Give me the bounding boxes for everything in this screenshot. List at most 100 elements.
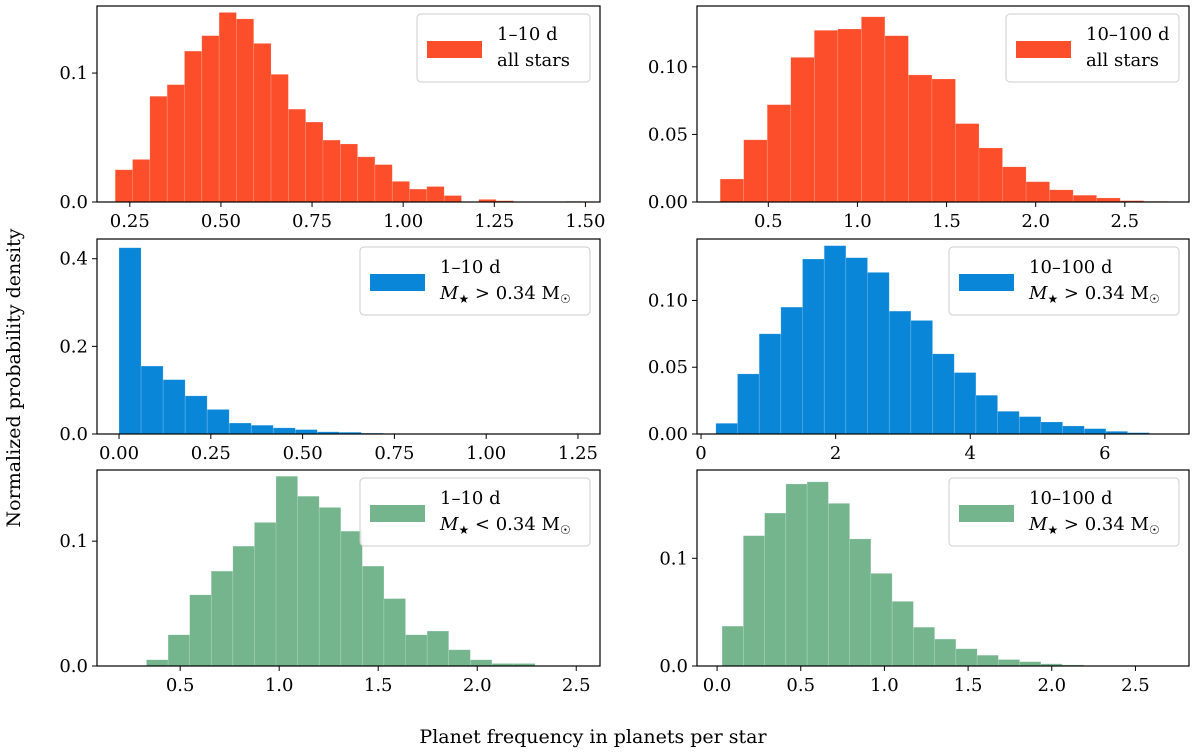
- histogram-bar: [294, 429, 318, 435]
- histogram-bar: [932, 353, 955, 435]
- x-tick-label: 2: [830, 443, 841, 464]
- histogram-bar: [253, 43, 272, 203]
- histogram-bar: [339, 143, 358, 203]
- y-tick-label: 0.1: [659, 548, 688, 569]
- histogram-bar: [297, 495, 320, 667]
- legend-label-sample: M★ > 0.34 M☉: [1028, 514, 1160, 537]
- histogram-bar: [232, 545, 255, 667]
- legend: 1–10 d M★ > 0.34 M☉: [359, 246, 591, 316]
- x-tick-label: 0.25: [110, 211, 150, 232]
- y-tick-label: 0.00: [648, 192, 688, 213]
- legend-swatch: [370, 274, 425, 291]
- y-tick-label: 0.0: [59, 656, 88, 677]
- histogram-bar: [189, 594, 212, 667]
- histogram-bar: [469, 659, 493, 667]
- histogram-bar: [443, 195, 462, 203]
- legend-label-sample: all stars: [1086, 50, 1159, 71]
- histogram-bar: [305, 121, 324, 203]
- legend-swatch: [370, 505, 425, 522]
- legend-label-period: 1–10 d: [497, 24, 558, 45]
- histogram-bar: [210, 570, 234, 667]
- legend-label-period: 1–10 d: [440, 488, 501, 509]
- histogram-bar: [118, 247, 142, 435]
- histogram-bar: [340, 530, 363, 667]
- legend-box: [948, 477, 1180, 547]
- histogram-bar: [1002, 166, 1027, 203]
- legend-swatch: [427, 41, 482, 58]
- histogram-bar: [721, 625, 744, 667]
- histogram-bar: [953, 372, 977, 435]
- histogram-bar: [166, 84, 185, 203]
- subplot-6: 0.0 0.5 1.0 1.5 2.0 2.5 0.0 0.1 10–100 d M★ > 0.3…: [659, 469, 1190, 696]
- subplot-3: 0.00 0.25 0.50 0.75 1.00 1.25 0.0 0.2 0.4 1–10 d M…: [59, 238, 601, 464]
- histogram-bar: [867, 272, 890, 435]
- histogram-bar: [270, 74, 289, 203]
- y-tick-label: 0.0: [59, 424, 88, 445]
- axes-frame: [696, 5, 1190, 203]
- histogram-bar: [802, 258, 825, 435]
- histogram-bar: [719, 178, 745, 203]
- legend-label-period: 10–100 d: [1029, 488, 1113, 509]
- histogram-bar: [997, 410, 1020, 435]
- histogram-bar: [891, 601, 914, 667]
- histogram-bar: [976, 654, 999, 667]
- histogram-bar: [140, 365, 164, 435]
- histogram-bar: [806, 481, 829, 667]
- histogram-bar: [1025, 181, 1050, 203]
- histogram-bar: [318, 507, 342, 667]
- histogram-bar: [849, 538, 872, 667]
- x-tick-label: 1.0: [843, 211, 872, 232]
- x-tick-label: 2.0: [1021, 211, 1050, 232]
- x-tick-label: 0.25: [191, 443, 231, 464]
- x-tick-label: 1.50: [565, 211, 605, 232]
- histogram-bar: [715, 423, 738, 435]
- legend-swatch: [959, 274, 1014, 291]
- axes-frame: [696, 238, 1190, 435]
- histogram-bar: [357, 156, 376, 203]
- subplot-grid: 0.25 0.50 0.75 1.00 1.25 1.500.00.11–10 dall …: [59, 5, 1190, 696]
- x-tick-label: 2.0: [463, 675, 492, 696]
- axes-frame: [96, 5, 601, 203]
- subplot-4: 0 2 4 6 0.00 0.05 0.10 10–100 d M★ > 0.34 M☉: [648, 238, 1190, 464]
- histogram-bar: [1083, 428, 1107, 435]
- y-tick-label: 0.10: [648, 57, 688, 78]
- histogram-bar: [998, 659, 1020, 667]
- legend-box: [359, 477, 591, 547]
- histogram-bar: [743, 139, 768, 203]
- histogram-bar: [908, 74, 933, 203]
- legend-box: [416, 13, 591, 83]
- subplot-2: 0.5 1.0 1.5 2.0 2.5 0.00 0.05 0.10 10–100 d all s…: [648, 5, 1190, 232]
- histogram-bar: [391, 181, 410, 203]
- histogram-bar: [758, 333, 782, 435]
- histogram-bar: [955, 648, 978, 667]
- x-tick-label: 0.5: [166, 675, 195, 696]
- legend-label-sample: M★ < 0.34 M☉: [439, 514, 571, 537]
- histogram-bar: [184, 395, 208, 435]
- axes-frame: [96, 238, 601, 435]
- histogram-bar: [743, 535, 765, 667]
- histogram-bar: [766, 104, 792, 203]
- histogram-bar: [275, 475, 298, 667]
- histogram-bar: [1072, 194, 1097, 203]
- histogram-bar: [823, 245, 847, 435]
- legend-swatch: [959, 505, 1014, 522]
- legend: 10–100 d M★ > 0.34 M☉: [948, 246, 1180, 316]
- x-tick-label: 1.5: [954, 675, 983, 696]
- x-tick-label: 1.0: [265, 675, 294, 696]
- x-tick-label: 1.25: [474, 211, 514, 232]
- histogram-bar: [250, 424, 274, 435]
- histogram-bar: [362, 565, 385, 667]
- histogram-bar: [236, 18, 255, 203]
- histogram-bar: [764, 512, 787, 667]
- histogram-bar: [374, 164, 393, 203]
- histogram-bar: [813, 30, 839, 203]
- histogram-bar: [1019, 661, 1042, 667]
- y-axis-title: Normalized probability density: [3, 228, 25, 527]
- histogram-bar: [975, 394, 998, 435]
- x-tick-label: 1.5: [932, 211, 961, 232]
- x-tick-label: 2.5: [1121, 675, 1150, 696]
- histogram-bar: [228, 422, 252, 435]
- histogram-bar: [132, 159, 151, 203]
- x-tick-label: 0.50: [201, 211, 241, 232]
